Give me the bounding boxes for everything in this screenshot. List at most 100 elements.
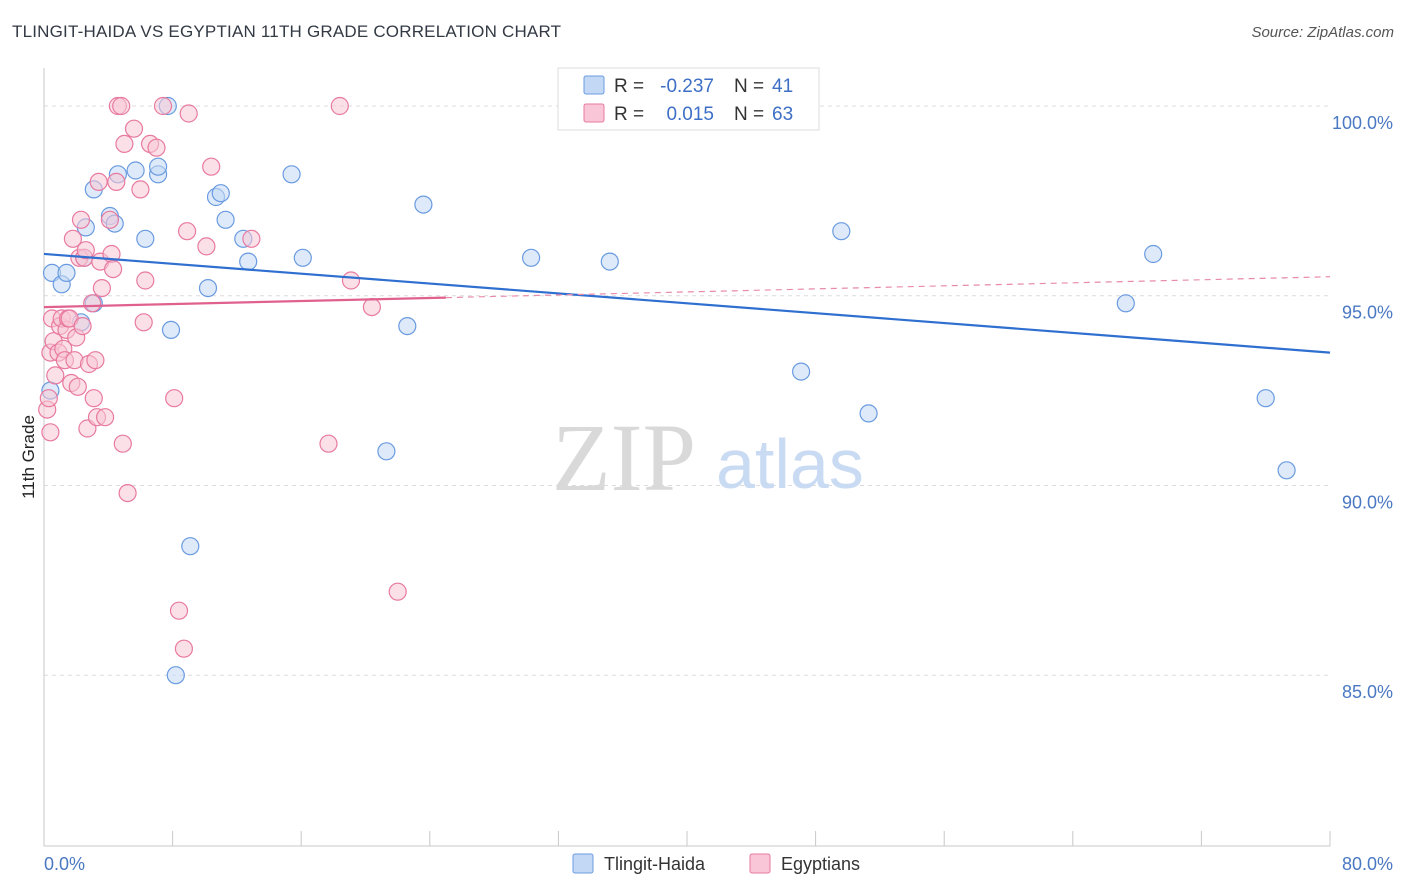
egyptians-trend-line [43, 296, 446, 309]
egyptians-point-3 [41, 423, 60, 442]
tlingit-haida-point-30 [414, 195, 433, 214]
egyptians-point-47 [136, 271, 155, 290]
tlingit-haida-point-3 [57, 263, 76, 282]
tlingit-haida-point-40 [1277, 461, 1296, 480]
tlingit-haida-point-22 [211, 184, 230, 203]
legend-swatch-tlingit-haida [572, 853, 594, 874]
egyptians-point-19 [68, 377, 87, 396]
tlingit-haida-point-25 [239, 252, 258, 271]
tlingit-haida-point-29 [398, 317, 417, 336]
egyptians-point-29 [86, 351, 105, 370]
egyptians-point-22 [73, 317, 92, 336]
egyptians-point-35 [100, 210, 120, 229]
stats-n-label-2: N = [734, 104, 764, 125]
egyptians-point-6 [46, 366, 65, 385]
tlingit-haida-point-27 [293, 248, 312, 267]
tlingit-haida-point-26 [282, 165, 301, 184]
egyptians-point-44 [124, 119, 144, 138]
chart-source: Source: ZipAtlas.com [1251, 24, 1394, 41]
stats-r-value-1: -0.237 [660, 76, 714, 97]
tlingit-haida-point-31 [521, 248, 541, 267]
egyptians-point-21 [71, 210, 91, 229]
y-tick-label-1: 95.0% [1342, 303, 1393, 323]
egyptians-point-41 [113, 434, 132, 453]
egyptians-point-50 [153, 96, 173, 116]
tlingit-haida-trend-line [43, 252, 1331, 354]
watermark: ZIP atlas [552, 404, 864, 511]
stats-box: R = -0.237 N = 41 R = 0.015 N = 63 [557, 67, 820, 131]
tlingit-haida-point-18 [166, 666, 185, 685]
tlingit-haida-point-37 [1116, 294, 1135, 313]
tlingit-haida-point-36 [859, 404, 878, 423]
legend-label-tlingit-haida: Tlingit-Haida [604, 854, 706, 874]
y-tick-label-2: 90.0% [1342, 492, 1393, 512]
stats-n-value-2: 63 [772, 104, 793, 125]
grid-lines [44, 105, 1330, 676]
y-tick-label-3: 85.0% [1342, 682, 1393, 702]
watermark-zip: ZIP [552, 404, 696, 511]
egyptians-point-34 [95, 408, 115, 427]
tlingit-haida-point-34 [791, 362, 811, 381]
egyptians-point-45 [131, 180, 150, 199]
egyptians-point-38 [107, 172, 126, 191]
tlingit-haida-point-28 [377, 442, 396, 461]
legend: Tlingit-Haida Egyptians [572, 853, 860, 874]
data-points [38, 96, 1296, 685]
tlingit-haida-point-20 [198, 279, 218, 298]
egyptians-point-57 [202, 157, 221, 176]
legend-label-egyptians: Egyptians [781, 854, 860, 874]
egyptians-point-46 [134, 313, 153, 332]
tlingit-haida-point-15 [149, 157, 168, 176]
x-tick-label-min: 0.0% [44, 854, 85, 874]
tlingit-haida-point-39 [1256, 389, 1275, 408]
tlingit-haida-point-19 [181, 537, 200, 556]
chart-title: TLINGIT-HAIDA VS EGYPTIAN 11TH GRADE COR… [12, 22, 562, 41]
egyptians-point-56 [197, 237, 216, 256]
egyptians-point-60 [330, 96, 349, 116]
egyptians-point-62 [362, 298, 381, 317]
tlingit-haida-point-35 [832, 222, 851, 241]
tlingit-haida-point-12 [126, 161, 145, 180]
egyptians-point-42 [115, 134, 134, 153]
y-axis-label: 11th Grade [19, 415, 38, 499]
egyptians-point-49 [147, 138, 166, 157]
egyptians-point-52 [169, 601, 189, 620]
stats-swatch-tlingit-haida [583, 75, 605, 95]
tlingit-haida-point-13 [136, 229, 155, 248]
egyptians-point-53 [174, 639, 193, 658]
tlingit-haida-point-17 [161, 320, 181, 339]
egyptians-point-33 [92, 279, 112, 298]
stats-r-value-2: 0.015 [666, 104, 714, 125]
egyptians-point-55 [179, 104, 198, 123]
stats-r-label-1: R = [614, 76, 644, 97]
egyptians-point-31 [89, 172, 108, 191]
tlingit-haida-point-38 [1144, 244, 1163, 264]
egyptians-point-59 [319, 434, 338, 453]
egyptians-point-58 [242, 229, 261, 248]
egyptians-point-40 [112, 96, 131, 116]
egyptians-point-27 [83, 294, 102, 313]
y-tick-label-0: 100.0% [1332, 113, 1393, 133]
x-axis-ticks [43, 831, 1331, 846]
trend-lines [43, 252, 1331, 354]
egyptians-point-1 [39, 389, 58, 408]
egyptians-point-28 [84, 389, 103, 408]
egyptians-point-16 [63, 229, 83, 248]
legend-swatch-egyptians [749, 853, 771, 874]
egyptians-point-37 [103, 260, 123, 279]
stats-n-label-1: N = [734, 76, 764, 97]
stats-r-label-2: R = [614, 104, 644, 125]
x-tick-label-max: 80.0% [1342, 854, 1393, 874]
stats-n-value-1: 41 [772, 76, 793, 97]
egyptians-point-63 [388, 582, 407, 601]
stats-swatch-egyptians [583, 103, 605, 123]
egyptians-trend-extension [445, 276, 1331, 299]
tlingit-haida-point-23 [216, 210, 235, 229]
egyptians-point-54 [178, 222, 197, 241]
tlingit-haida-point-32 [600, 252, 619, 271]
egyptians-point-43 [118, 484, 137, 503]
egyptians-point-24 [76, 241, 95, 260]
egyptians-point-51 [165, 389, 184, 408]
y-axis-tick-labels: 100.0% 95.0% 90.0% 85.0% [1332, 113, 1393, 702]
